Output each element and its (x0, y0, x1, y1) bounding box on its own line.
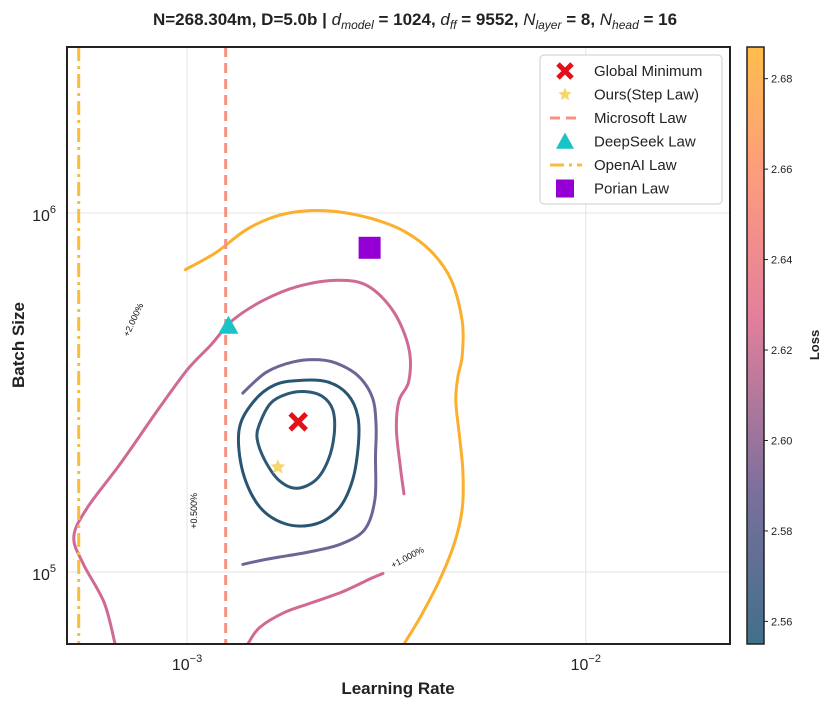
colorbar-label: Loss (807, 330, 822, 360)
colorbar-tick-label: 2.58 (771, 526, 792, 538)
legend-label: DeepSeek Law (594, 134, 696, 151)
plot-frame (66, 46, 731, 645)
y-tick-label: 105 (32, 563, 56, 584)
legend-marker (556, 132, 574, 149)
x-tick-label: 10−3 (172, 653, 202, 674)
y-tick-label: 106 (32, 204, 56, 225)
contour-line (183, 208, 465, 644)
point-porian-law (358, 236, 381, 259)
contour-line (241, 358, 378, 566)
legend-label: Global Minimum (594, 63, 702, 80)
legend-marker (556, 179, 574, 198)
colorbar: 2.56 2.58 2.60 2.62 2.64 2.66 2.68 Loss (746, 46, 822, 645)
title-text: N=268.304m, D=5.0b | dmodel = 1024, dff … (153, 10, 677, 32)
contour-label: +1.000% (389, 545, 425, 571)
contour-label: +0.500% (189, 493, 199, 529)
colorbar-tick-label: 2.66 (771, 164, 792, 176)
x-axis-label: Learning Rate (341, 679, 454, 698)
legend-label: OpenAI Law (594, 157, 677, 174)
colorbar-tick-label: 2.56 (771, 616, 792, 628)
colorbar-tick-label: 2.68 (771, 74, 792, 86)
point-deepseek-law (218, 315, 239, 334)
legend-marker (556, 62, 574, 80)
legend-label: Porian Law (594, 181, 669, 198)
contour-line (246, 572, 385, 644)
contour-line (255, 390, 337, 490)
x-tick-label: 10−2 (571, 653, 601, 674)
chart-title: N=268.304m, D=5.0b | dmodel = 1024, dff … (153, 10, 677, 32)
colorbar-tick-label: 2.60 (771, 435, 792, 447)
contour-label: +2.000% (121, 301, 145, 338)
contour-line (236, 378, 361, 528)
colorbar-tick-label: 2.64 (771, 255, 792, 267)
legend: Global Minimum Ours(Step Law) Microsoft La… (539, 54, 723, 205)
legend-label: Ours(Step Law) (594, 87, 699, 104)
colorbar-gradient (746, 46, 765, 645)
colorbar-tick-label: 2.62 (771, 345, 792, 357)
legend-marker (558, 87, 572, 101)
contour-line (72, 278, 412, 644)
point-ours-step-law (270, 459, 286, 474)
y-axis-label: Batch Size (9, 302, 28, 388)
legend-box (539, 54, 723, 205)
point-global-minimum (288, 412, 308, 432)
legend-label: Microsoft Law (594, 110, 687, 127)
